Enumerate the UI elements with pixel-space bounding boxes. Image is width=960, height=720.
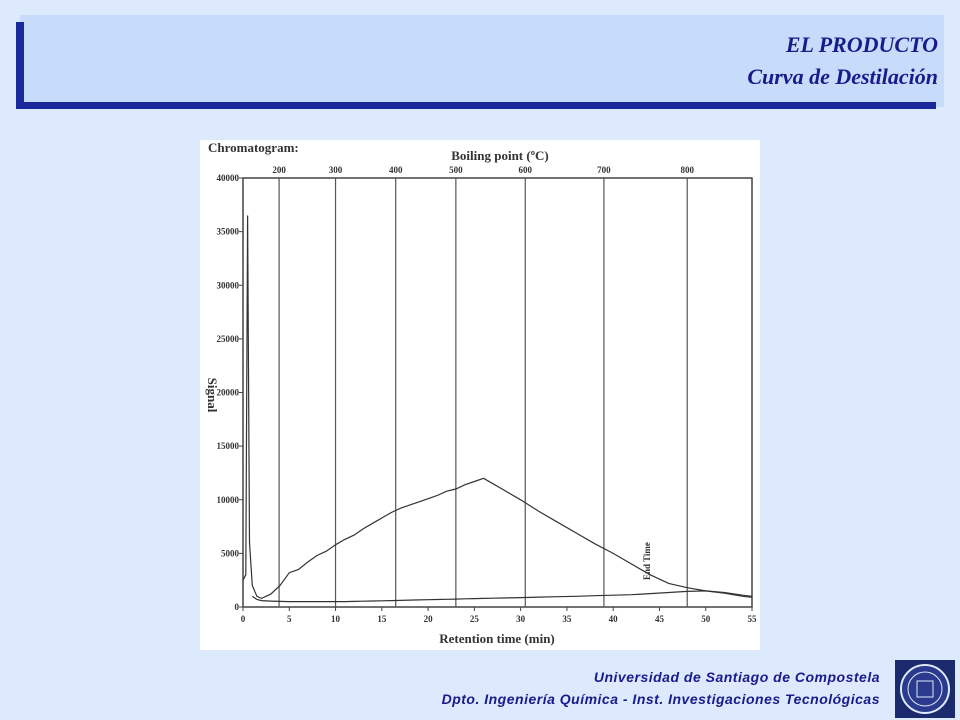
y-tick-label: 0 [235,602,240,612]
x2-tick-label: 200 [272,165,286,175]
header-bottom-edge [16,102,936,109]
y-tick-label: 15000 [217,441,240,451]
header-left-edge [16,22,24,108]
y-tick-label: 10000 [217,495,240,505]
x2-tick-label: 500 [449,165,463,175]
x2-tick-label: 400 [389,165,403,175]
subtitle: Curva de Destilación [747,64,938,89]
y-tick-label: 30000 [217,280,240,290]
x-tick-label: 50 [701,614,711,624]
x-axis-label: Retention time (min) [439,631,555,646]
y-tick-label: 35000 [217,227,240,237]
footer-line: Dpto. Ingeniería Química - Inst. Investi… [442,691,880,707]
x-tick-label: 25 [470,614,480,624]
chart-image [200,140,760,650]
x2-tick-label: 600 [519,165,533,175]
x-tick-label: 0 [241,614,246,624]
signal-line [242,215,753,600]
x-tick-label: 20 [424,614,434,624]
chart: Chromatogram: Boiling point (ºC) Retention… [205,140,757,646]
header-box [20,15,944,107]
annotation: End Time [642,542,652,580]
x2-tick-label: 300 [329,165,343,175]
x-tick-label: 5 [287,614,292,624]
x-tick-label: 10 [331,614,341,624]
logo [895,660,955,718]
x-tick-label: 45 [655,614,665,624]
x-tick-label: 40 [609,614,619,624]
y-tick-label: 40000 [217,173,240,183]
y-tick-label: 20000 [217,388,240,398]
x-tick-label: 15 [377,614,387,624]
x-tick-label: 35 [562,614,572,624]
x-tick-label: 30 [516,614,526,624]
y-tick-label: 25000 [217,334,240,344]
signal-line [251,590,753,603]
footer-line: Universidad de Santiago de Compostela [594,669,880,685]
y-axis-label: Signal [205,378,220,413]
x2-tick-label: 800 [680,165,694,175]
x-tick-label: 55 [748,614,758,624]
chart-title: Chromatogram: [208,140,299,155]
x2-axis-label: Boiling point (ºC) [451,148,548,163]
y-tick-label: 5000 [221,548,240,558]
title: EL PRODUCTO [785,32,938,57]
x2-tick-label: 700 [597,165,611,175]
